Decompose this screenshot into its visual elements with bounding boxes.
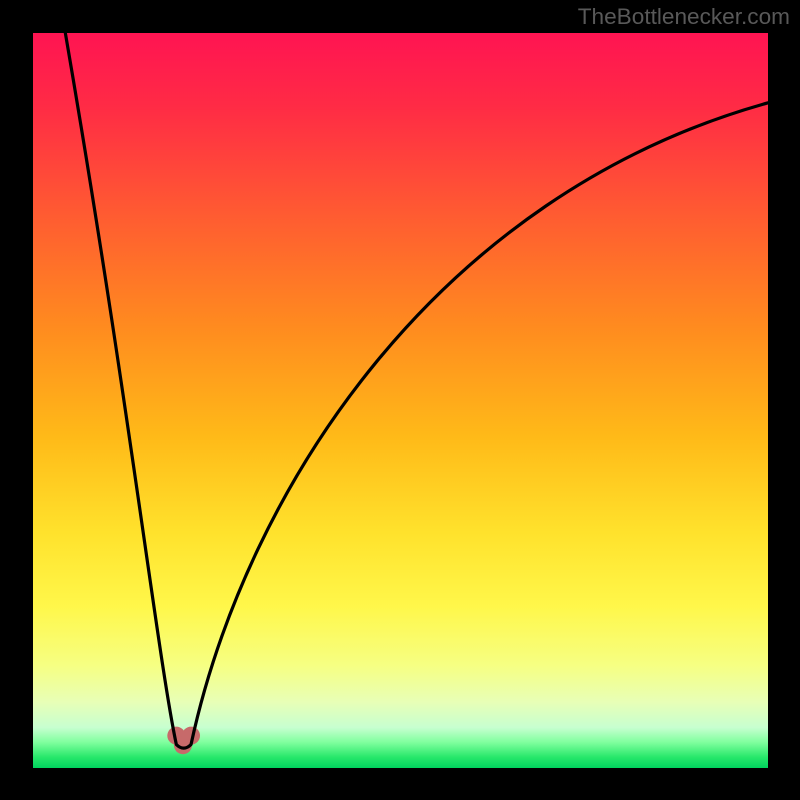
plot-area: [33, 33, 768, 768]
bottleneck-chart: TheBottlenecker.com: [0, 0, 800, 800]
bottleneck-curve: [65, 33, 768, 748]
attribution-text: TheBottlenecker.com: [578, 4, 790, 30]
curve-layer: [33, 33, 768, 768]
